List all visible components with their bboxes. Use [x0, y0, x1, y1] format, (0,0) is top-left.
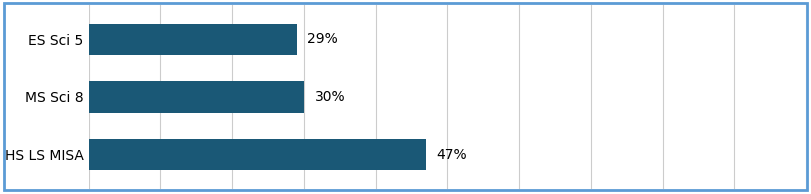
Bar: [88, 139, 426, 170]
Text: 29%: 29%: [307, 32, 338, 46]
Text: 30%: 30%: [315, 90, 345, 104]
Text: 47%: 47%: [436, 148, 467, 162]
Bar: [88, 81, 304, 113]
Bar: [88, 24, 297, 55]
